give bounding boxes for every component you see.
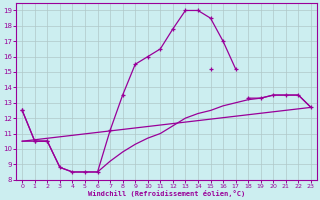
X-axis label: Windchill (Refroidissement éolien,°C): Windchill (Refroidissement éolien,°C): [88, 190, 245, 197]
